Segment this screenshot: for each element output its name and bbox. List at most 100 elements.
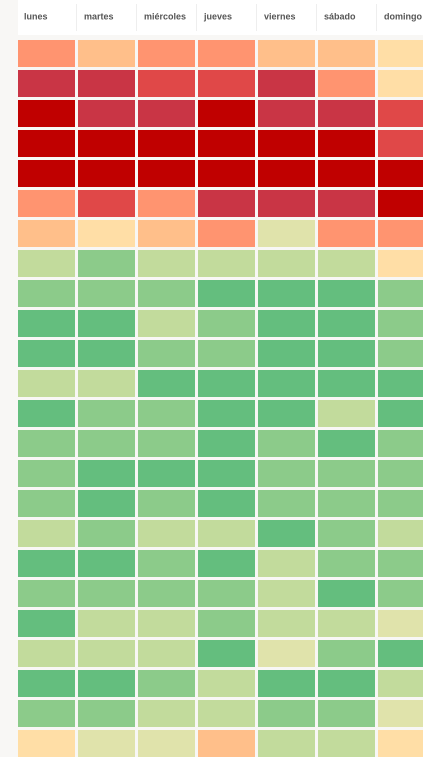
cell <box>18 520 75 547</box>
cell <box>198 70 255 97</box>
cell <box>78 700 135 727</box>
cell <box>318 130 375 157</box>
cell <box>138 460 195 487</box>
cell <box>258 340 315 367</box>
cell <box>18 310 75 337</box>
cell <box>378 550 423 577</box>
cell <box>18 460 75 487</box>
cell <box>18 610 75 637</box>
cell <box>378 310 423 337</box>
cell <box>78 130 135 157</box>
cell <box>318 580 375 607</box>
cell <box>378 730 423 757</box>
cell <box>318 610 375 637</box>
cell <box>78 40 135 67</box>
cell <box>198 40 255 67</box>
cell <box>78 340 135 367</box>
cell <box>138 400 195 427</box>
day-label: lunes <box>24 11 48 21</box>
cell <box>138 40 195 67</box>
cell <box>198 520 255 547</box>
cell <box>258 490 315 517</box>
cell <box>18 430 75 457</box>
cell <box>78 220 135 247</box>
cell <box>18 370 75 397</box>
cell <box>318 160 375 187</box>
cell <box>78 160 135 187</box>
cell <box>18 340 75 367</box>
cell <box>138 250 195 277</box>
cell <box>318 670 375 697</box>
cell <box>258 640 315 667</box>
cell <box>198 340 255 367</box>
cell <box>78 670 135 697</box>
cell <box>78 310 135 337</box>
cell <box>198 250 255 277</box>
cell <box>18 70 75 97</box>
cell <box>378 100 423 127</box>
cell <box>378 160 423 187</box>
cell <box>138 580 195 607</box>
day-label: jueves <box>203 11 232 21</box>
cell <box>378 280 423 307</box>
cell <box>378 430 423 457</box>
header-band <box>18 0 423 35</box>
cell <box>258 70 315 97</box>
cell <box>138 280 195 307</box>
cell <box>198 670 255 697</box>
cell <box>78 580 135 607</box>
cell <box>378 250 423 277</box>
cell <box>198 430 255 457</box>
cell <box>78 400 135 427</box>
cell <box>78 520 135 547</box>
cell <box>138 100 195 127</box>
cell <box>198 400 255 427</box>
cell <box>18 580 75 607</box>
cell <box>258 550 315 577</box>
cell <box>198 130 255 157</box>
cell <box>258 190 315 217</box>
cell <box>198 370 255 397</box>
cell <box>138 640 195 667</box>
cell <box>258 580 315 607</box>
cell <box>138 190 195 217</box>
cell <box>138 430 195 457</box>
cell <box>198 610 255 637</box>
cell <box>378 520 423 547</box>
cell <box>258 370 315 397</box>
cell <box>258 280 315 307</box>
cell <box>18 190 75 217</box>
cell <box>318 190 375 217</box>
cell <box>318 520 375 547</box>
cell <box>138 370 195 397</box>
cell <box>78 490 135 517</box>
cell <box>378 700 423 727</box>
cell <box>258 130 315 157</box>
cell <box>318 460 375 487</box>
cell <box>378 130 423 157</box>
cell <box>318 550 375 577</box>
cell <box>318 430 375 457</box>
cell <box>378 610 423 637</box>
cell <box>318 490 375 517</box>
cell <box>18 730 75 757</box>
cell <box>78 730 135 757</box>
cell <box>258 100 315 127</box>
cell <box>378 70 423 97</box>
cell <box>378 190 423 217</box>
cell <box>138 520 195 547</box>
cell <box>378 640 423 667</box>
cell <box>18 400 75 427</box>
cell <box>318 100 375 127</box>
cell <box>378 220 423 247</box>
cell <box>18 220 75 247</box>
cell <box>318 250 375 277</box>
cell <box>318 310 375 337</box>
cell <box>378 400 423 427</box>
cell <box>18 550 75 577</box>
cell <box>318 640 375 667</box>
cell <box>78 640 135 667</box>
cell <box>318 40 375 67</box>
cell <box>18 160 75 187</box>
cell <box>138 160 195 187</box>
